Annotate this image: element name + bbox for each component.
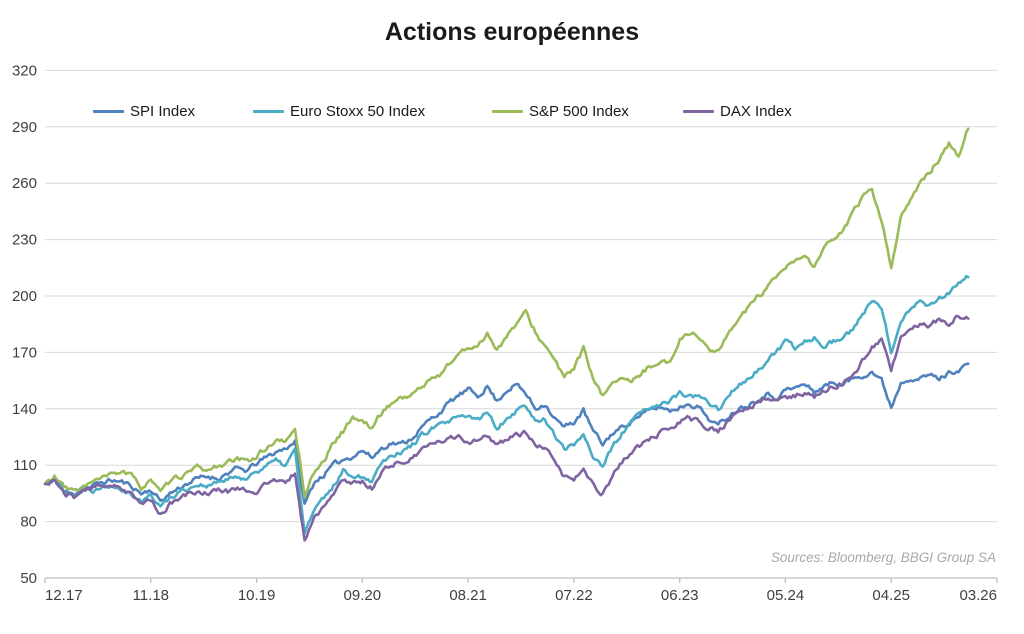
y-axis-label-320: 320 bbox=[12, 62, 37, 79]
series-line-euro-stoxx-50-index bbox=[43, 274, 970, 535]
x-axis-label-08.21: 08.21 bbox=[449, 587, 487, 604]
source-note: Sources: Bloomberg, BBGI Group SA bbox=[770, 550, 996, 565]
x-axis-label-07.22: 07.22 bbox=[555, 587, 593, 604]
y-axis-label-80: 80 bbox=[20, 514, 37, 531]
y-axis-label-200: 200 bbox=[12, 288, 37, 305]
y-axis-label-110: 110 bbox=[13, 457, 37, 474]
y-axis-label-230: 230 bbox=[12, 232, 37, 249]
x-axis-label-05.24: 05.24 bbox=[767, 587, 805, 604]
y-axis-label-140: 140 bbox=[12, 401, 37, 418]
series-line-spi-index bbox=[43, 362, 970, 505]
y-axis-label-290: 290 bbox=[12, 119, 37, 136]
legend-label: SPI Index bbox=[130, 102, 196, 120]
legend-line-swatch bbox=[93, 109, 124, 113]
legend-item-euro-stoxx-50-index: Euro Stoxx 50 Index bbox=[253, 102, 425, 120]
legend-label: DAX Index bbox=[720, 102, 792, 120]
x-axis-label-09.20: 09.20 bbox=[344, 587, 382, 604]
x-axis-label-03.26: 03.26 bbox=[959, 587, 997, 604]
legend-line-swatch bbox=[253, 109, 284, 113]
x-axis-label-04.25: 04.25 bbox=[872, 587, 910, 604]
y-axis-label-50: 50 bbox=[20, 570, 37, 587]
chart-title: Actions européennes bbox=[384, 18, 640, 46]
legend-line-swatch bbox=[683, 109, 714, 113]
legend-line-swatch bbox=[492, 109, 523, 113]
series-line-dax-index bbox=[43, 314, 970, 542]
legend-item-dax-index: DAX Index bbox=[683, 102, 792, 120]
y-axis-label-260: 260 bbox=[12, 175, 37, 192]
chart-legend: SPI Index Euro Stoxx 50 Index S&P 500 Inde… bbox=[0, 102, 1024, 122]
series-line-s-p-500-index bbox=[43, 127, 970, 499]
x-axis-label-06.23: 06.23 bbox=[661, 587, 699, 604]
x-axis-label-11.18: 11.18 bbox=[133, 587, 169, 604]
x-axis-label-12.17: 12.17 bbox=[45, 587, 83, 604]
legend-label: Euro Stoxx 50 Index bbox=[290, 102, 426, 120]
legend-label: S&P 500 Index bbox=[529, 102, 629, 120]
legend-item-s-p-500-index: S&P 500 Index bbox=[492, 102, 629, 120]
y-axis-label-170: 170 bbox=[12, 344, 37, 361]
legend-item-spi-index: SPI Index bbox=[93, 102, 195, 120]
x-axis-label-10.19: 10.19 bbox=[238, 587, 276, 604]
